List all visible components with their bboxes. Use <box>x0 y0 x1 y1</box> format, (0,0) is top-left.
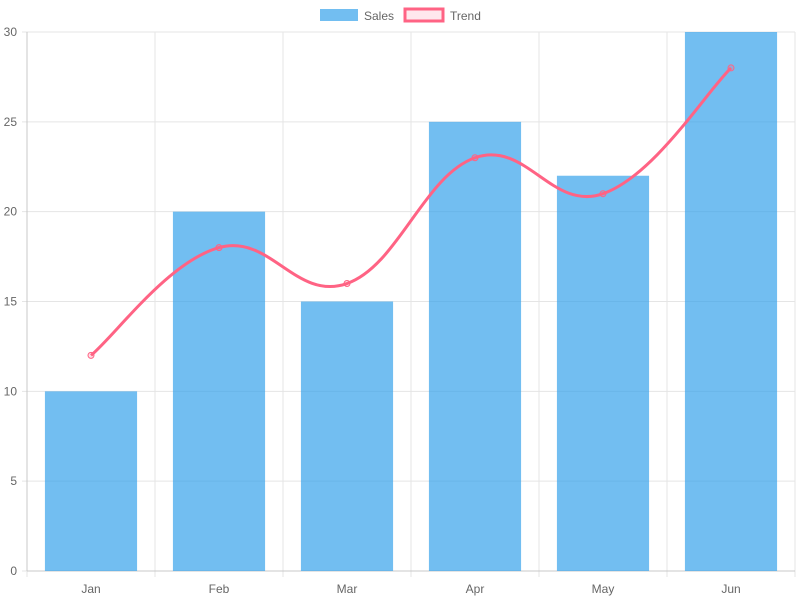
y-tick-labels: 0 5 10 15 20 25 30 <box>4 25 18 578</box>
trend-point-feb <box>215 244 223 252</box>
trend-point-jun <box>727 64 735 72</box>
bar-feb <box>172 211 266 571</box>
trend-point-apr <box>471 154 479 162</box>
y-tick-label: 10 <box>4 384 18 398</box>
trend-point-mar <box>343 280 351 288</box>
legend-label-trend: Trend <box>450 9 481 23</box>
y-tick-label: 15 <box>4 295 18 309</box>
x-tick-label: Jan <box>81 582 100 596</box>
trend-point-may <box>599 190 607 198</box>
bar-mar <box>300 301 394 571</box>
bar-series <box>44 32 778 571</box>
line-series <box>87 64 735 359</box>
x-tick-label: Apr <box>466 582 485 596</box>
bar-jan <box>44 391 138 571</box>
legend: Sales Trend <box>320 7 481 23</box>
legend-swatch-sales <box>320 9 358 21</box>
x-tick-label: Jun <box>721 582 740 596</box>
x-tick-label: Feb <box>209 582 230 596</box>
y-tick-label: 30 <box>4 25 18 39</box>
legend-swatch-trend <box>403 7 445 23</box>
bar-apr <box>428 121 522 571</box>
bar-jun <box>684 32 778 571</box>
y-tick-label: 0 <box>10 564 17 578</box>
legend-label-sales: Sales <box>364 9 394 23</box>
trend-point-jan <box>87 351 95 359</box>
bar-may <box>556 175 650 571</box>
x-tick-label: Mar <box>337 582 358 596</box>
x-tick-labels: Jan Feb Mar Apr May Jun <box>81 582 740 596</box>
trend-line <box>90 66 733 357</box>
y-tick-label: 20 <box>4 205 18 219</box>
y-tick-label: 5 <box>10 474 17 488</box>
y-tick-label: 25 <box>4 115 18 129</box>
x-tick-label: May <box>592 582 615 596</box>
axes <box>26 32 795 572</box>
grid <box>22 31 796 577</box>
